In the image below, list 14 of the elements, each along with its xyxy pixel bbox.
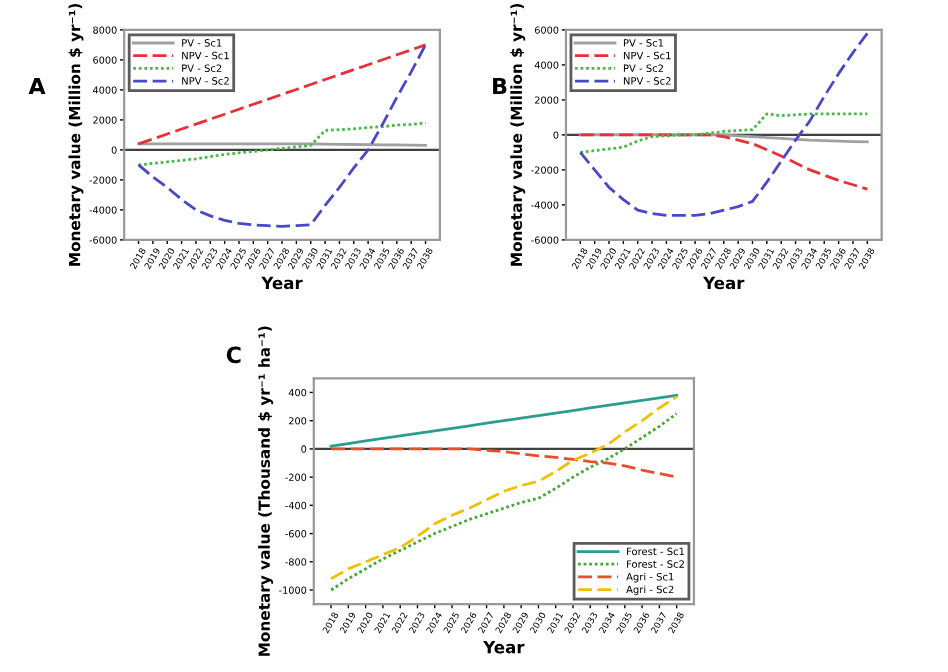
line-series bbox=[578, 32, 869, 217]
line-series bbox=[137, 121, 427, 167]
line-series bbox=[137, 43, 427, 146]
text: C bbox=[226, 346, 241, 364]
text: A bbox=[28, 77, 46, 95]
line-series bbox=[578, 133, 869, 191]
x-axis-title: Year bbox=[261, 276, 303, 290]
text: B bbox=[493, 77, 507, 95]
line-series bbox=[137, 43, 427, 228]
x-axis-title: Year bbox=[702, 276, 745, 290]
line-series bbox=[329, 447, 679, 479]
line-series bbox=[578, 112, 869, 154]
x-axis-title: Year bbox=[483, 641, 525, 654]
line-series bbox=[329, 393, 679, 448]
